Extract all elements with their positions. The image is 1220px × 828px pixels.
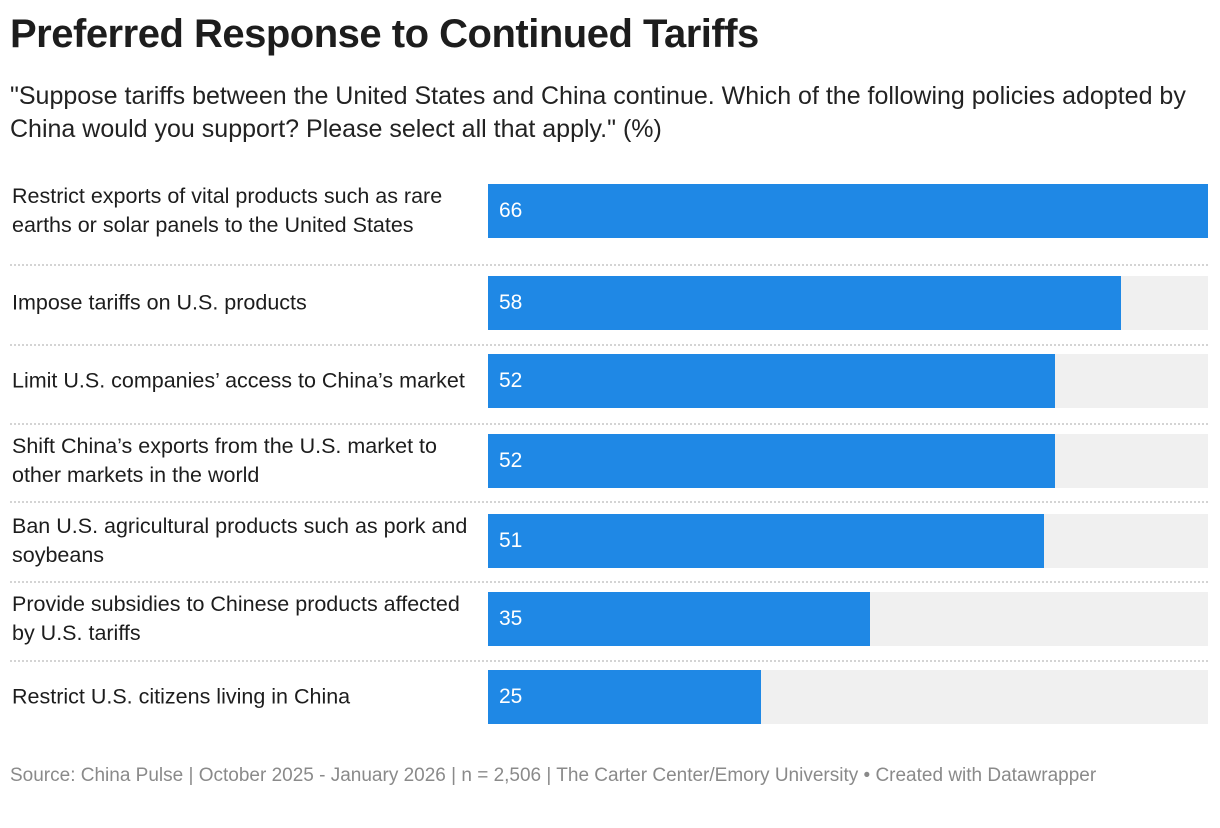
bar-track: 66 bbox=[488, 184, 1208, 238]
value-label: 35 bbox=[499, 607, 523, 630]
value-label: 58 bbox=[499, 291, 523, 314]
row-separator bbox=[10, 660, 1208, 662]
bar bbox=[488, 276, 1121, 330]
chart-title: Preferred Response to Continued Tariffs bbox=[10, 12, 759, 56]
bar-track: 35 bbox=[488, 592, 1208, 646]
bar bbox=[488, 434, 1056, 488]
category-label: Limit U.S. companies’ access to China’s … bbox=[12, 368, 465, 393]
bar-track: 25 bbox=[488, 670, 1208, 724]
row-separator bbox=[10, 581, 1208, 583]
value-label: 51 bbox=[499, 529, 523, 552]
value-label: 66 bbox=[499, 199, 523, 222]
row-separator bbox=[10, 423, 1208, 425]
row-separator bbox=[10, 264, 1208, 266]
value-label: 52 bbox=[499, 369, 523, 392]
bar bbox=[488, 184, 1208, 238]
row-separator bbox=[10, 344, 1208, 346]
chart-subtitle: "Suppose tariffs between the United Stat… bbox=[10, 82, 1186, 143]
category-label: Restrict exports of vital products such … bbox=[12, 184, 443, 237]
bar bbox=[488, 592, 870, 646]
bar-track: 58 bbox=[488, 276, 1208, 330]
bar-track: 52 bbox=[488, 434, 1208, 488]
category-label: Ban U.S. agricultural products such as p… bbox=[12, 514, 468, 567]
category-label: Impose tariffs on U.S. products bbox=[12, 290, 307, 315]
bar-track: 52 bbox=[488, 354, 1208, 408]
category-label: Provide subsidies to Chinese products af… bbox=[12, 592, 460, 645]
category-label: Shift China’s exports from the U.S. mark… bbox=[12, 434, 437, 487]
value-label: 25 bbox=[499, 685, 523, 708]
row-separator bbox=[10, 501, 1208, 503]
value-label: 52 bbox=[499, 449, 523, 472]
category-label: Restrict U.S. citizens living in China bbox=[12, 684, 351, 709]
bar bbox=[488, 670, 761, 724]
bar bbox=[488, 354, 1056, 408]
source-note: Source: China Pulse | October 2025 - Jan… bbox=[10, 765, 1097, 786]
bar-track: 51 bbox=[488, 514, 1208, 568]
bar bbox=[488, 514, 1045, 568]
